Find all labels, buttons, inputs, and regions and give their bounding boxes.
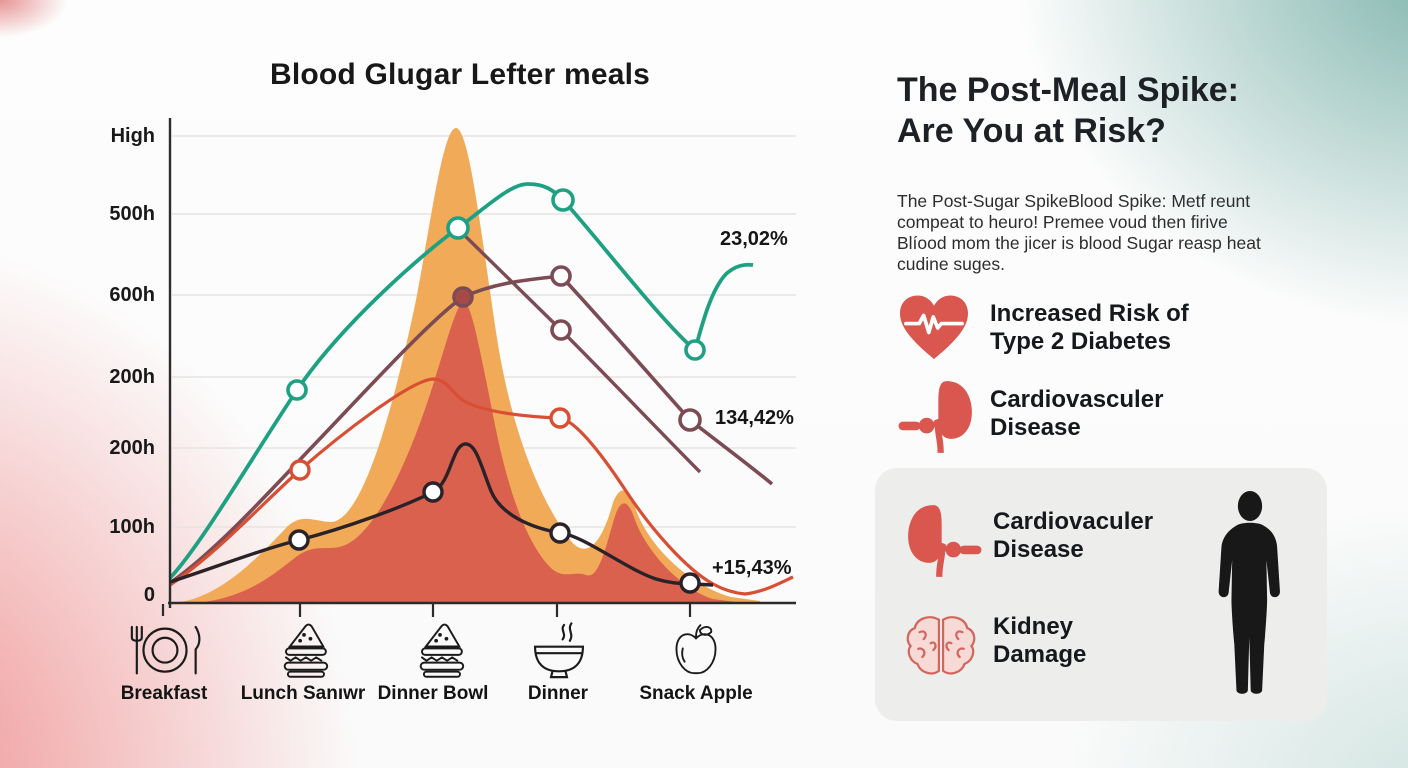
panel-title-line1: The Post-Meal Spike: (897, 71, 1239, 109)
y-tick-label: 200h (109, 366, 155, 388)
panel-title: The Post-Meal Spike: Are You at Risk? (897, 70, 1347, 153)
card-2-line1: Kidney (993, 613, 1074, 640)
x-label-dinner-bowl: Dinner Bowl (377, 683, 489, 704)
y-tick-label: 200h (109, 437, 155, 459)
risk-2-line2: Disease (990, 414, 1081, 442)
y-tick-label: 0 (143, 584, 155, 606)
risk-1-line2: Type 2 Diabetes (990, 328, 1171, 356)
annotation-black: +15,43% (712, 557, 792, 579)
panel-title-line2: Are You at Risk? (897, 112, 1166, 151)
card-2-line2: Damage (993, 641, 1087, 669)
panel-description: The Post-Sugar SpikeBlood Spike: Metf re… (897, 191, 1327, 275)
y-tick-label: High (110, 125, 155, 147)
brain-icon (906, 616, 976, 675)
axes (161, 118, 796, 617)
y-tick-label: 100h (109, 516, 155, 538)
card-item-1-label: Cardiovaculer Disease (993, 508, 1153, 565)
panel-desc-line4: cudine suges. (897, 254, 1005, 274)
panel-desc-line3: Blíood mom the jicer is blood Sugar reas… (897, 233, 1261, 253)
blood-glucose-chart (161, 118, 796, 617)
apple-icon (675, 624, 717, 675)
panel-desc-line2: compeat to heuro! Premee voud then firiv… (897, 212, 1228, 232)
sandwich-icon (283, 623, 329, 678)
teal-data-point-markers (286, 188, 706, 401)
heart-ecg-icon (900, 295, 968, 360)
risk-item-1-label: Increased Risk of Type 2 Diabetes (990, 300, 1189, 357)
black-data-point-markers (288, 481, 701, 594)
red-data-point-markers (289, 407, 571, 481)
card-item-2-label: Kidney Damage (993, 613, 1086, 670)
x-label-lunch: Lunch Sanıwr (240, 683, 366, 704)
annotation-teal: 23,02% (720, 228, 788, 250)
kidney-icon (908, 505, 982, 577)
x-label-breakfast: Breakfast (120, 683, 208, 704)
person-silhouette (1218, 490, 1280, 694)
sandwich-icon (419, 623, 465, 678)
risk-1-line1: Increased Risk of (990, 300, 1189, 327)
card-1-line1: Cardiovaculer (993, 508, 1154, 535)
red-area-fill (198, 302, 736, 603)
teal-line (168, 182, 754, 580)
plate-cutlery-icon (130, 625, 201, 675)
risk-2-line1: Cardiovasculer (990, 386, 1164, 413)
maroon-data-point-markers (452, 265, 702, 432)
risk-item-2-label: Cardiovasculer Disease (990, 386, 1163, 443)
panel-desc-line1: The Post-Sugar SpikeBlood Spike: Metf re… (897, 191, 1251, 211)
y-tick-label: 500h (109, 203, 155, 225)
card-1-line2: Disease (993, 536, 1084, 564)
x-label-snack: Snack Apple (639, 683, 753, 704)
chart-title: Blood Glugar Lefter meals (269, 58, 651, 91)
x-label-dinner: Dinner (527, 683, 589, 704)
kidney-icon (898, 381, 972, 453)
y-tick-label: 600h (109, 284, 155, 306)
annotation-maroon: 134,42% (715, 407, 794, 429)
soup-bowl-icon (533, 622, 585, 679)
